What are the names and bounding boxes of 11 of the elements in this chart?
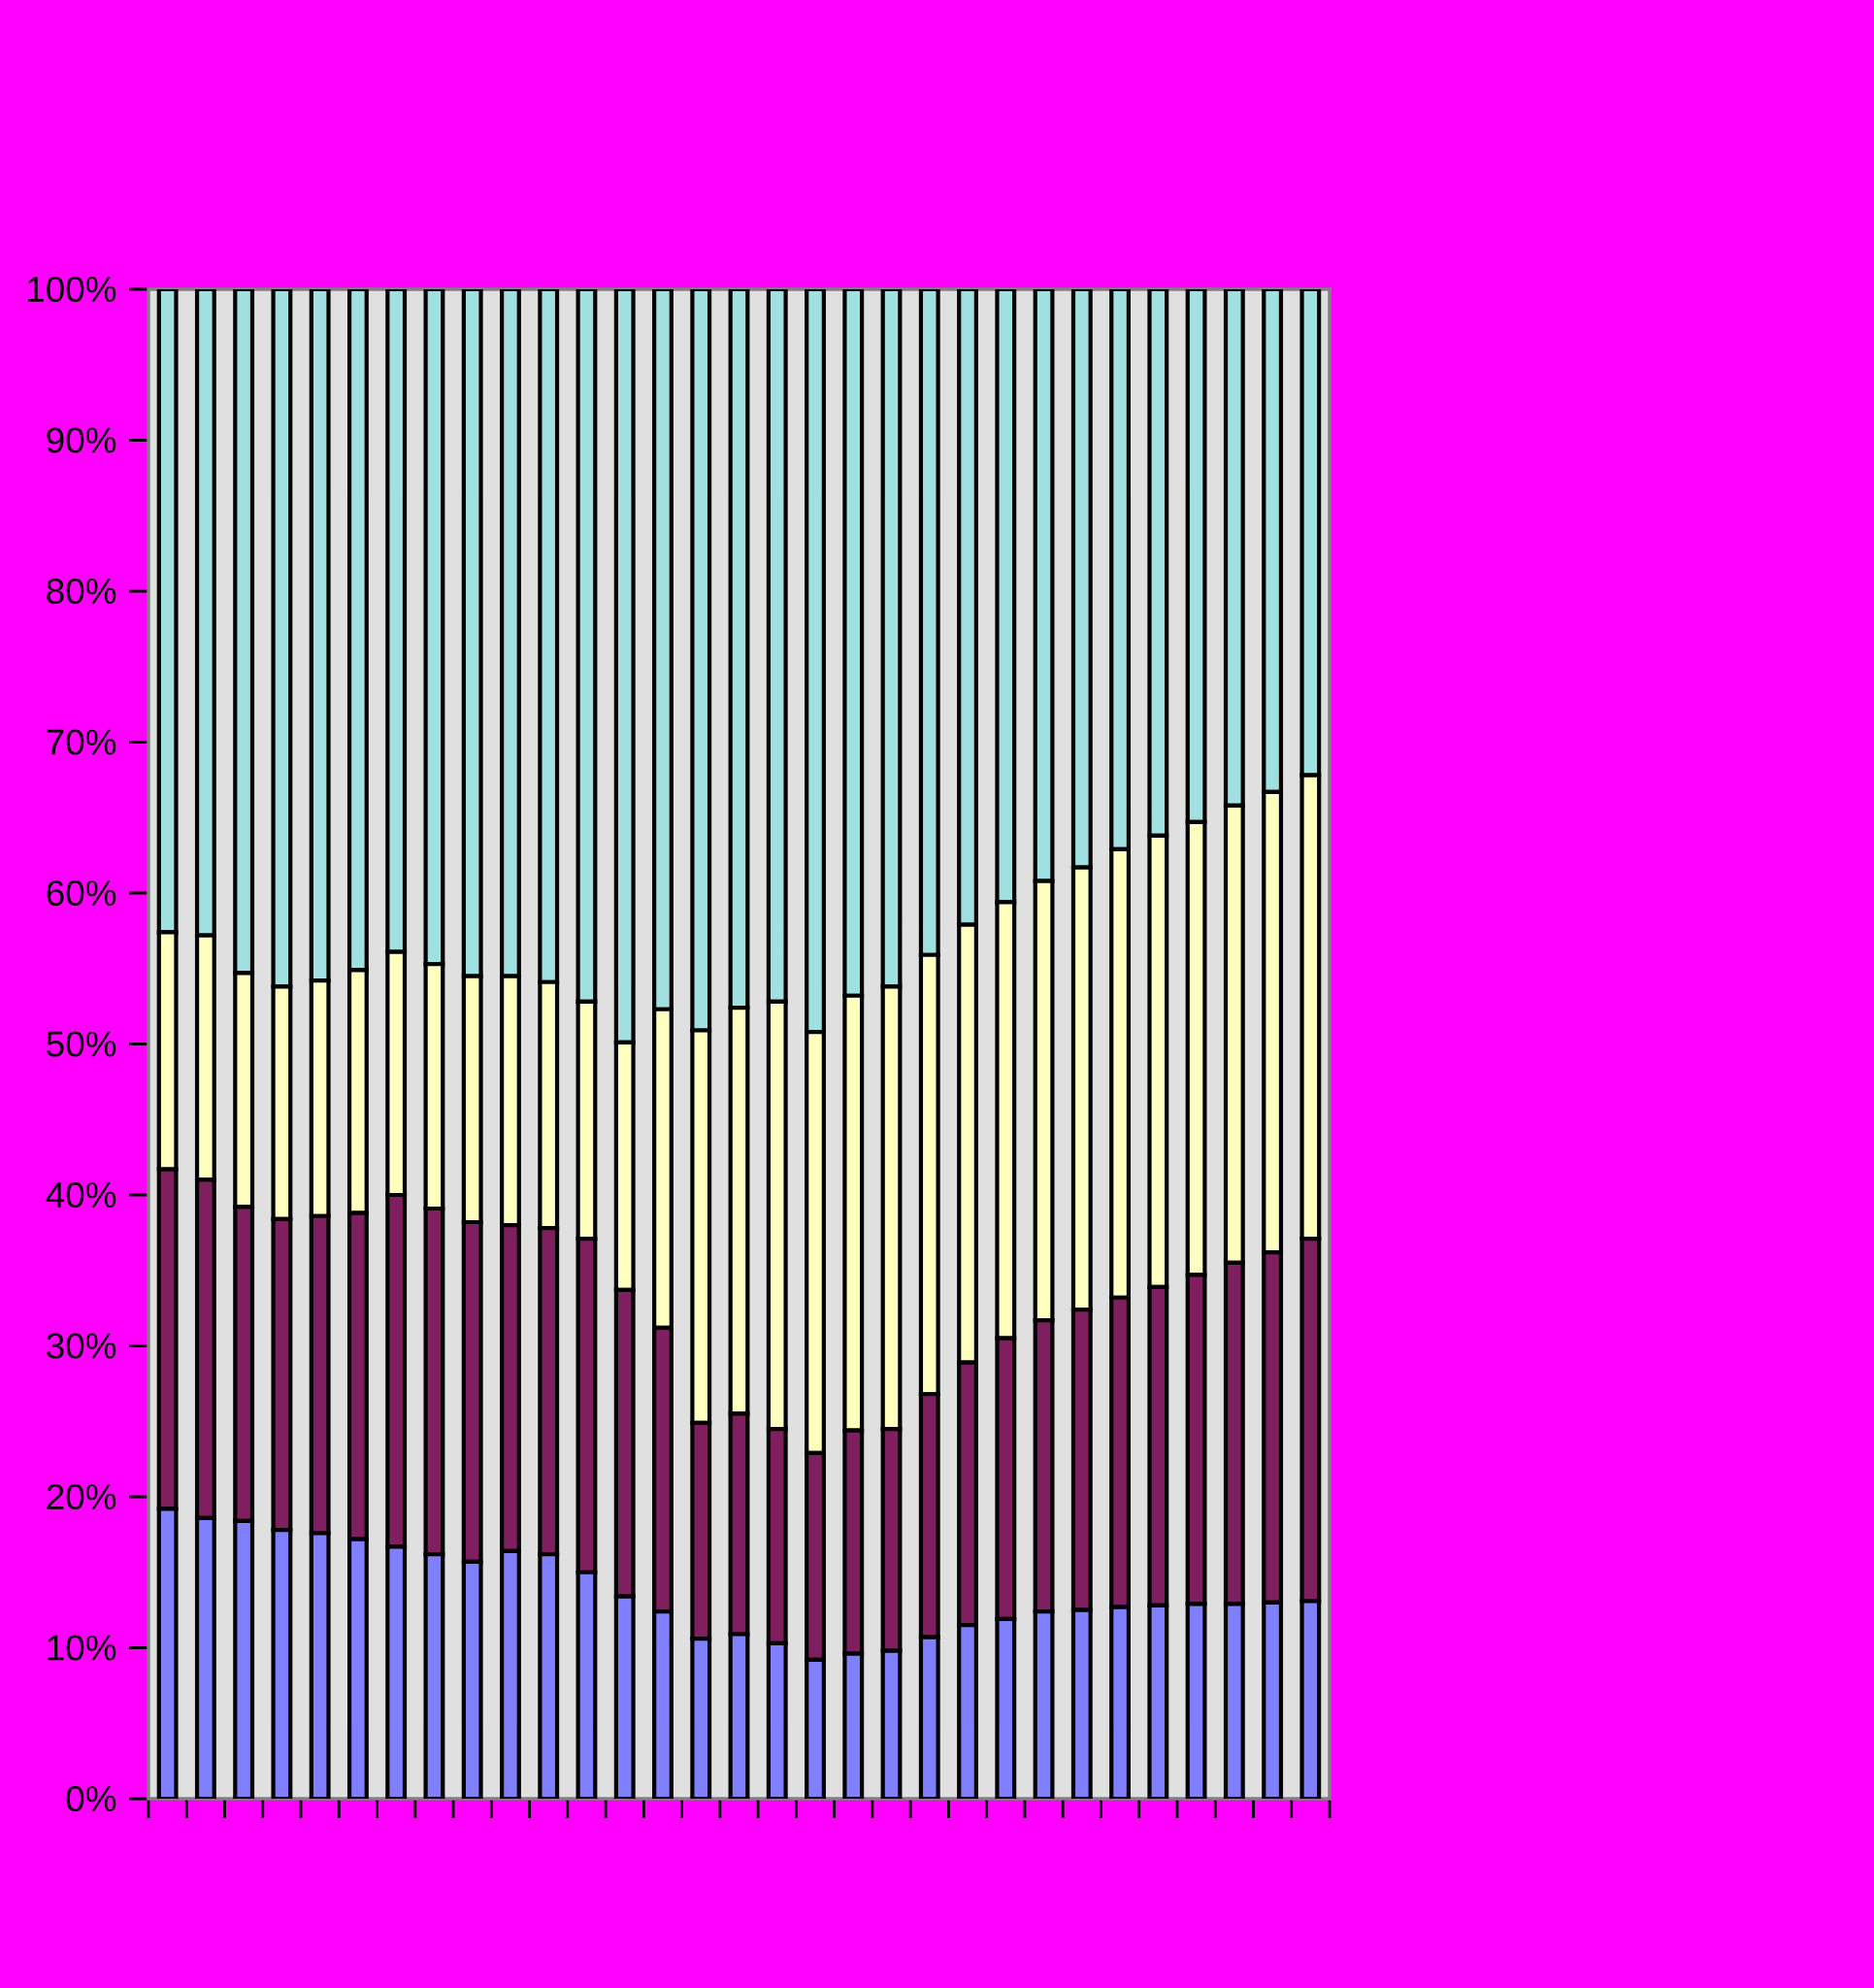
y-tick-label: 70% xyxy=(47,729,116,755)
y-tick-label: 100% xyxy=(28,276,116,303)
y-tick-label: 40% xyxy=(46,1181,116,1209)
y-tick-label: 50% xyxy=(47,1031,116,1057)
y-tick-label: 60% xyxy=(47,879,116,907)
y-tick-label: 30% xyxy=(47,1333,116,1359)
y-tick-label: 80% xyxy=(47,578,116,605)
y-tick-label: 10% xyxy=(48,1635,116,1661)
y-tick-label: 0% xyxy=(66,1785,116,1812)
y-tick-label: 20% xyxy=(47,1483,116,1510)
y-tick-label: 90% xyxy=(47,427,116,453)
